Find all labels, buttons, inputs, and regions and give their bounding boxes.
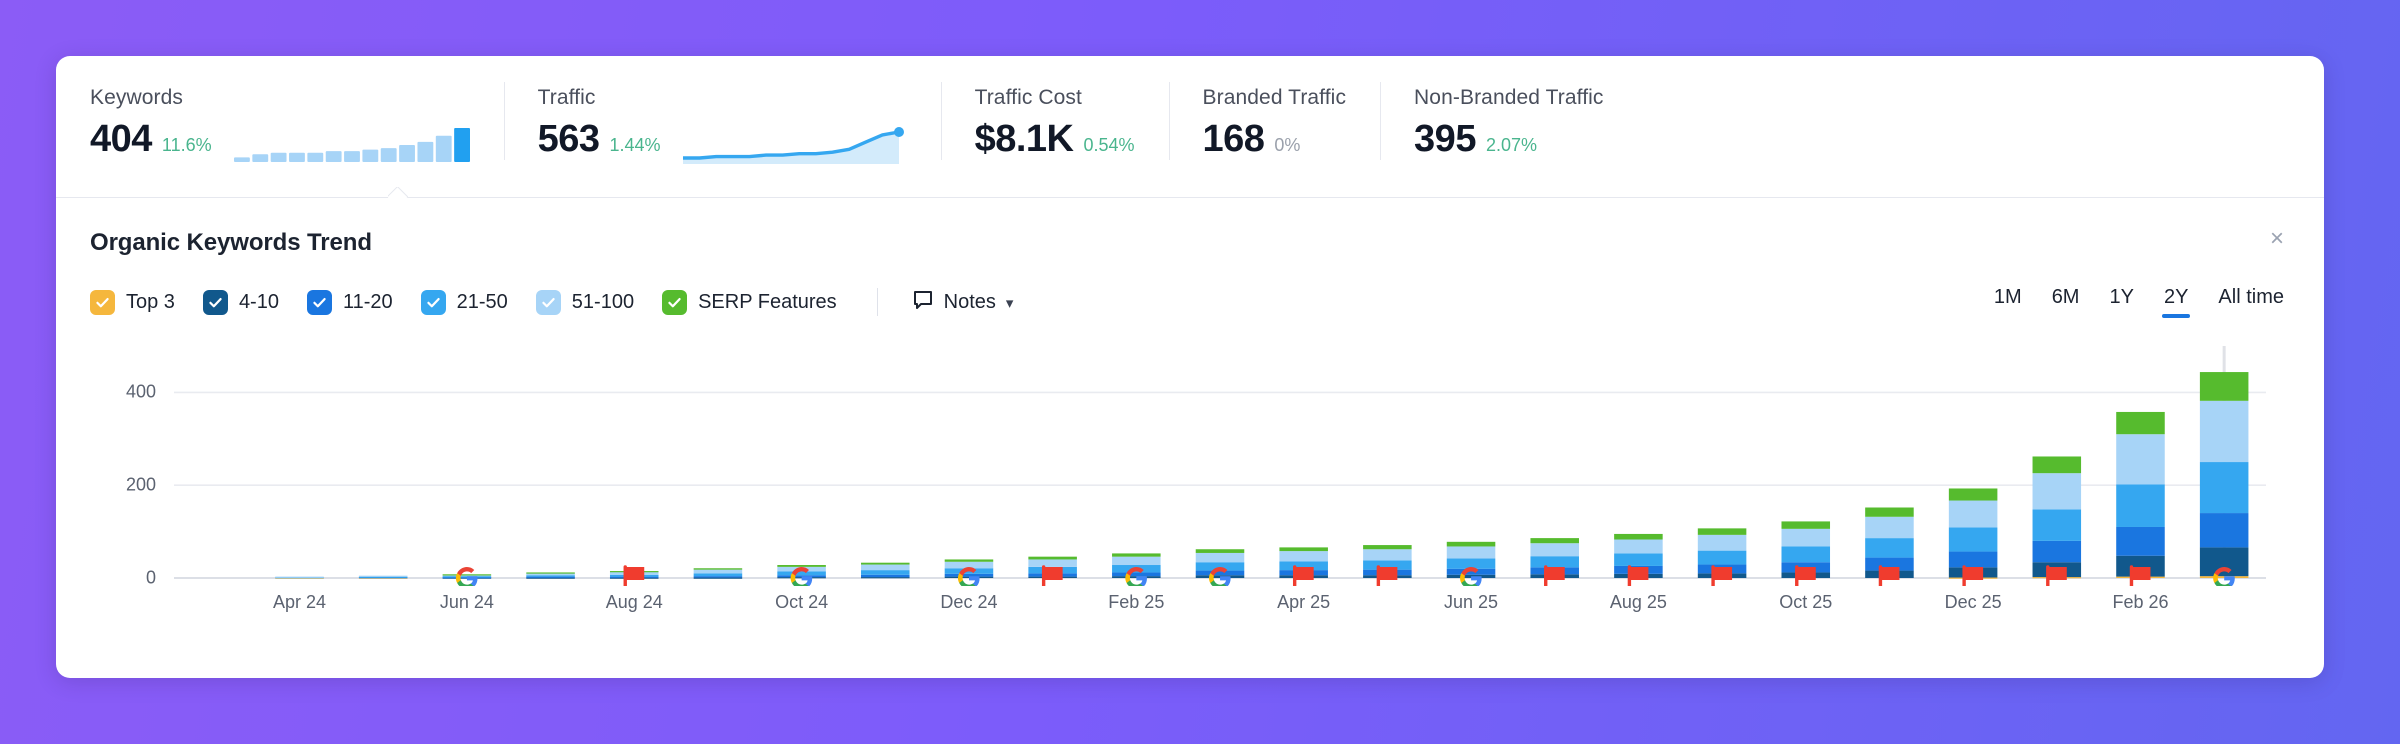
metric-value: $8.1K xyxy=(974,118,1074,160)
chart-plot-area[interactable]: 0 200 400 xyxy=(90,346,2290,588)
metric-delta: 0% xyxy=(1274,135,1301,155)
legend-item-label: 21-50 xyxy=(456,290,508,313)
x-axis-label: Apr 24 xyxy=(272,592,327,612)
keywords-sparkline-bars xyxy=(233,122,470,167)
range-6m[interactable]: 6M xyxy=(2051,286,2080,308)
checkbox-checked-icon[interactable] xyxy=(662,289,688,315)
range-2y[interactable]: 2Y xyxy=(2161,286,2191,318)
x-axis: Apr 24 Jun 24 Aug 24 Oct 24 Dec 24 Feb 25 Apr … xyxy=(90,592,2290,626)
legend-item-label: 4-10 xyxy=(238,290,279,313)
chevron-down-icon: ▾ xyxy=(1005,295,1014,312)
x-axis-label: Oct 25 xyxy=(1779,592,1833,612)
x-axis-label: Aug 25 xyxy=(1609,592,1667,612)
legend-divider xyxy=(876,288,878,316)
x-axis-label: Dec 24 xyxy=(940,592,998,612)
metric-keywords[interactable]: Keywords 404 11.6% xyxy=(56,86,504,165)
legend-item-top-3[interactable]: Top 3 xyxy=(90,289,175,315)
checkbox-checked-icon[interactable] xyxy=(90,289,115,315)
range-all-time[interactable]: All time xyxy=(2218,286,2284,308)
x-axis-label: Aug 24 xyxy=(605,592,663,612)
metric-traffic-cost[interactable]: Traffic Cost $8.1K 0.54% xyxy=(940,82,1169,160)
legend-item-21-50[interactable]: 21-50 xyxy=(420,289,508,315)
metric-value: 404 xyxy=(90,118,152,160)
analytics-card: Keywords 404 11.6% Traffic 563 1.44% xyxy=(56,56,2324,678)
y-axis-label: 400 xyxy=(125,381,156,402)
legend-item-label: Top 3 xyxy=(126,290,175,313)
range-1y[interactable]: 1Y xyxy=(2109,286,2134,308)
organic-keywords-trend-panel: Organic Keywords Trend × Top 3 4-10 11-20 2… xyxy=(56,198,2324,626)
x-axis-label: Jun 24 xyxy=(439,592,494,612)
x-axis-label: Apr 25 xyxy=(1277,592,1331,612)
legend-item-11-20[interactable]: 11-20 xyxy=(306,289,393,315)
series-legend: Top 3 4-10 11-20 21-50 51-100 SERP Features No… xyxy=(90,288,1013,316)
legend-item-label: SERP Features xyxy=(698,290,837,313)
metric-value: 168 xyxy=(1202,118,1265,160)
metric-branded-traffic[interactable]: Branded Traffic 168 0% xyxy=(1168,82,1381,160)
metric-traffic[interactable]: Traffic 563 1.44% xyxy=(503,82,941,169)
metrics-strip: Keywords 404 11.6% Traffic 563 1.44% xyxy=(56,56,2324,198)
metric-label: Branded Traffic xyxy=(1202,86,1347,109)
checkbox-checked-icon[interactable] xyxy=(306,289,332,315)
legend-item-label: 11-20 xyxy=(342,290,393,313)
traffic-sparkline-area xyxy=(680,122,907,169)
metric-delta: 11.6% xyxy=(161,135,212,155)
legend-item-serp-features[interactable]: SERP Features xyxy=(662,289,837,315)
page-title: Organic Keywords Trend xyxy=(90,229,372,256)
metric-label: Traffic xyxy=(537,86,596,109)
metric-non-branded-traffic[interactable]: Non-Branded Traffic 395 2.07% xyxy=(1380,82,1637,160)
x-axis-label: Dec 25 xyxy=(1944,592,2002,612)
legend-item-4-10[interactable]: 4-10 xyxy=(202,289,279,315)
metric-value: 395 xyxy=(1414,118,1476,160)
x-axis-label: Jun 25 xyxy=(1444,592,1499,612)
metric-label: Non-Branded Traffic xyxy=(1414,86,1604,109)
notes-dropdown[interactable]: Notes ▾ xyxy=(912,289,1014,316)
note-bubble-icon xyxy=(912,289,934,316)
time-range-selector: 1M 6M 1Y 2Y All time xyxy=(1994,286,2290,318)
metric-label: Keywords xyxy=(90,86,184,109)
close-icon[interactable]: × xyxy=(2260,222,2294,256)
checkbox-checked-icon[interactable] xyxy=(420,289,446,315)
range-1m[interactable]: 1M xyxy=(1993,286,2022,308)
notes-label: Notes xyxy=(943,290,996,313)
metric-delta: 0.54% xyxy=(1083,135,1135,155)
metric-delta: 2.07% xyxy=(1485,135,1537,155)
x-axis-label: Oct 24 xyxy=(775,592,829,612)
x-axis-label: Feb 25 xyxy=(1108,592,1165,612)
metric-delta: 1.44% xyxy=(609,135,661,155)
metric-value: 563 xyxy=(537,118,600,160)
y-axis-label: 0 xyxy=(145,567,156,588)
checkbox-checked-icon[interactable] xyxy=(535,289,561,315)
legend-item-51-100[interactable]: 51-100 xyxy=(535,289,635,315)
legend-item-label: 51-100 xyxy=(571,290,635,313)
metric-label: Traffic Cost xyxy=(974,86,1082,109)
active-metric-caret xyxy=(388,187,408,198)
checkbox-checked-icon[interactable] xyxy=(202,289,228,315)
y-axis-label: 200 xyxy=(125,474,156,495)
x-axis-label: Feb 26 xyxy=(2112,592,2169,612)
